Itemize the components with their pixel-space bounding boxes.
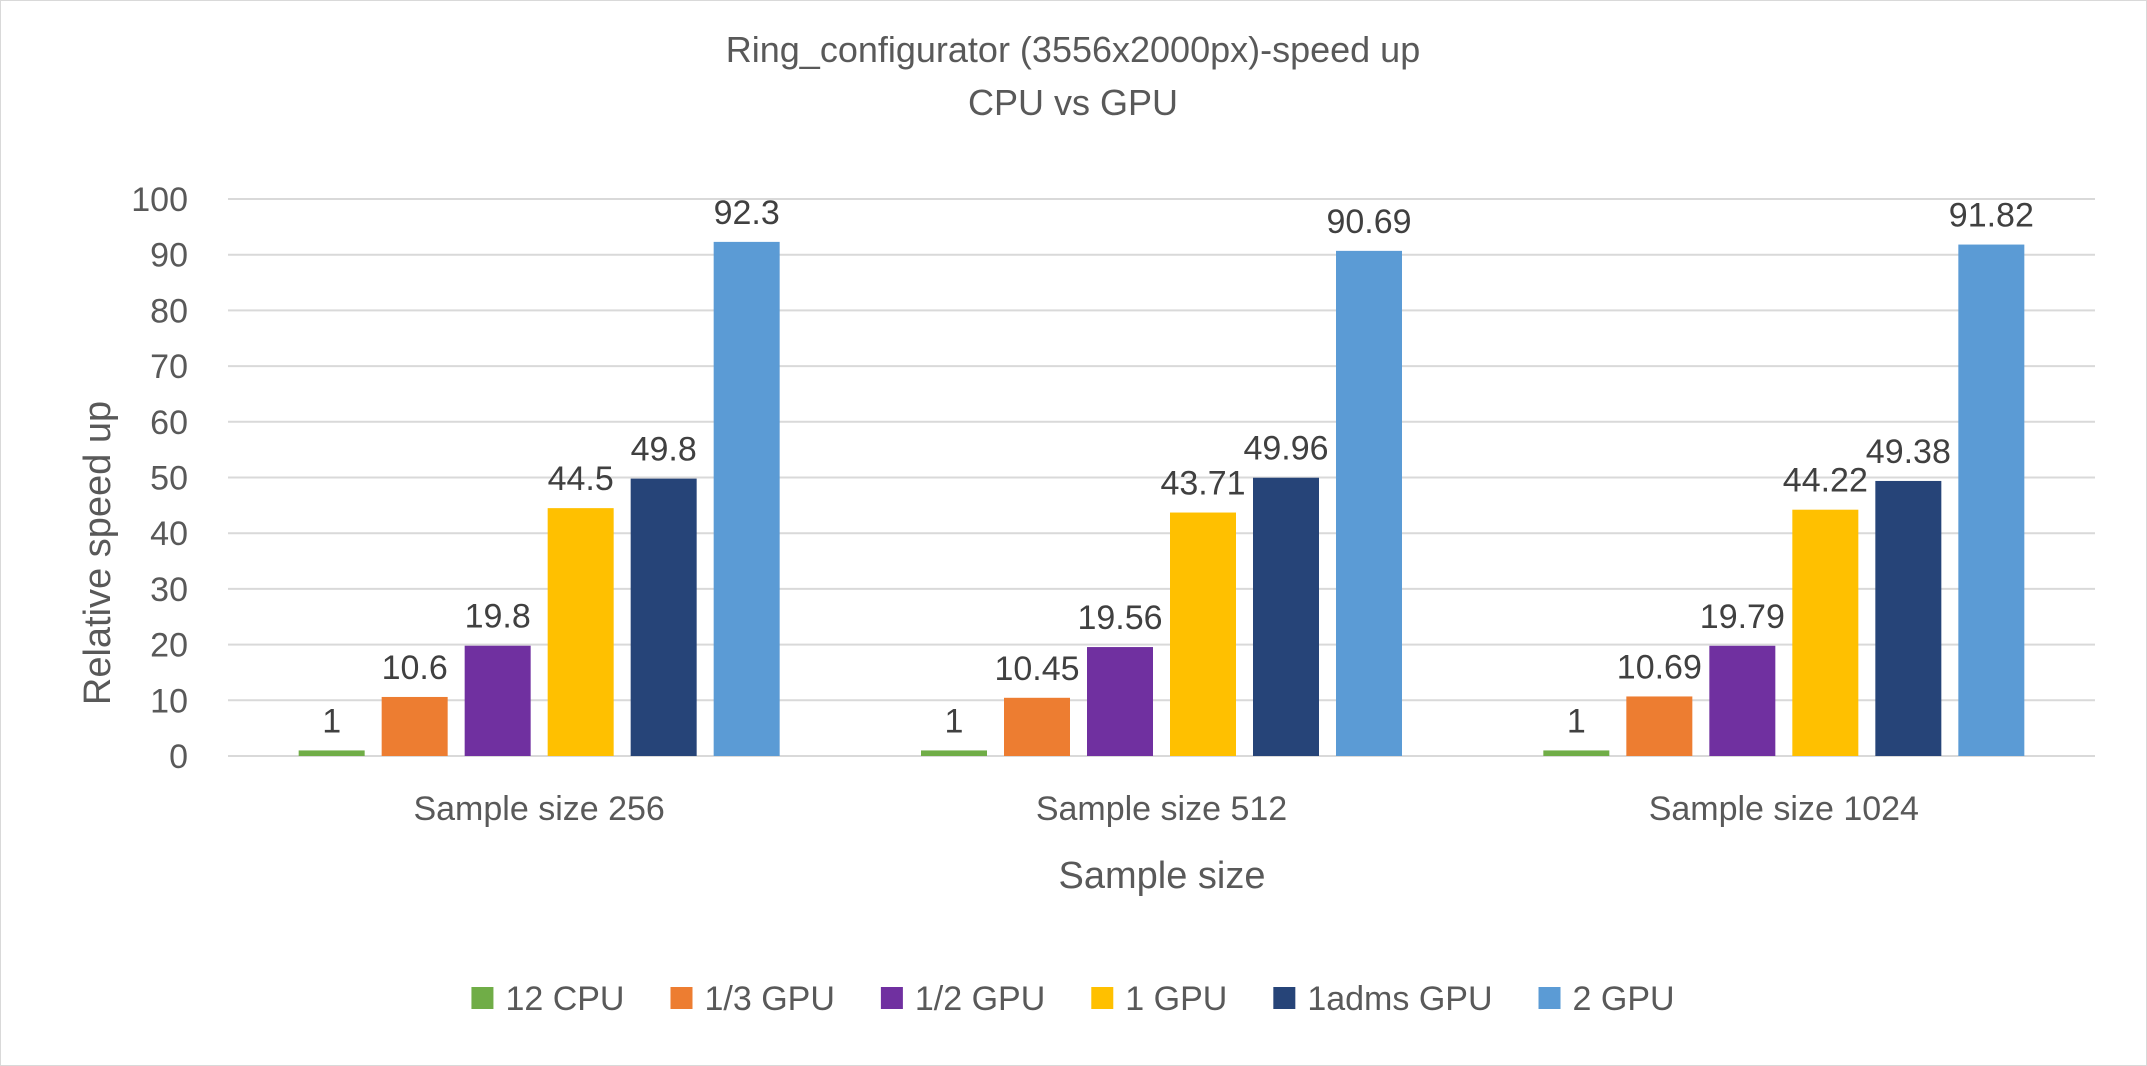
x-axis-title: Sample size — [1059, 855, 1266, 897]
y-tick-label: 30 — [150, 571, 188, 609]
y-tick-label: 60 — [150, 404, 188, 442]
data-label: 1 — [322, 702, 341, 740]
legend-label: 2 GPU — [1573, 980, 1675, 1018]
x-axis-ticks: Sample size 256 Sample size 512 Sample siz… — [413, 790, 1918, 828]
bar — [381, 696, 448, 756]
legend-swatch — [1273, 987, 1296, 1009]
legend-label: 1/3 GPU — [705, 980, 835, 1018]
y-axis-title: Relative speed up — [77, 401, 119, 705]
bar — [1004, 697, 1070, 756]
data-label: 10.6 — [382, 649, 448, 687]
bar — [1709, 645, 1776, 756]
bar — [1626, 696, 1693, 756]
legend-label: 1adms GPU — [1307, 980, 1492, 1018]
bar — [464, 645, 531, 756]
y-tick-label: 90 — [150, 237, 188, 275]
bar — [630, 478, 697, 756]
legend: 12 CPU 1/3 GPU 1/2 GPU 1 GPU 1adms GPU 2 GPU — [471, 980, 1675, 1018]
legend-swatch — [1091, 987, 1114, 1009]
x-tick-label: Sample size 512 — [1036, 790, 1287, 828]
y-tick-label: 20 — [150, 627, 188, 665]
data-label: 49.96 — [1243, 430, 1328, 468]
y-tick-label: 50 — [150, 460, 188, 498]
y-axis-ticks: 0 10 20 30 40 50 60 70 80 90 100 — [131, 181, 188, 776]
bars — [298, 241, 2025, 757]
bar — [1543, 750, 1610, 756]
y-tick-label: 0 — [169, 738, 188, 776]
y-tick-label: 100 — [131, 181, 188, 219]
bar — [547, 508, 614, 756]
y-tick-label: 40 — [150, 515, 188, 553]
y-tick-label: 10 — [150, 682, 188, 720]
bar — [298, 750, 365, 756]
gridlines — [228, 198, 2095, 757]
data-label: 1 — [1567, 702, 1586, 740]
bar — [1087, 647, 1153, 756]
data-label: 1 — [945, 702, 964, 740]
legend-swatch — [471, 987, 494, 1009]
x-tick-label: Sample size 1024 — [1649, 790, 1919, 828]
chart-title: Ring_configurator (3556x2000px)-speed up — [726, 29, 1420, 70]
legend-label: 1/2 GPU — [915, 980, 1045, 1018]
legend-swatch — [670, 987, 693, 1009]
bar — [921, 750, 987, 756]
legend-swatch — [1538, 987, 1561, 1009]
y-tick-label: 70 — [150, 348, 188, 386]
legend-swatch — [880, 987, 903, 1009]
data-label: 10.69 — [1617, 648, 1702, 686]
data-label: 92.3 — [714, 194, 780, 232]
bar — [1253, 477, 1319, 756]
y-tick-label: 80 — [150, 292, 188, 330]
data-label: 49.8 — [631, 431, 697, 469]
x-tick-label: Sample size 256 — [413, 790, 664, 828]
data-label: 90.69 — [1326, 203, 1411, 241]
bar — [1875, 480, 1942, 756]
legend-label: 12 CPU — [505, 980, 624, 1018]
data-label: 19.79 — [1700, 598, 1785, 636]
bar — [713, 241, 780, 756]
bar — [1336, 250, 1402, 757]
legend-label: 1 GPU — [1125, 980, 1227, 1018]
data-label: 19.8 — [465, 598, 531, 636]
data-label: 44.22 — [1783, 462, 1868, 500]
data-label: 49.38 — [1866, 433, 1951, 471]
bar — [1958, 244, 2025, 756]
bar — [1792, 509, 1859, 756]
data-label: 10.45 — [994, 650, 1079, 688]
data-label: 44.5 — [548, 460, 614, 498]
data-label: 91.82 — [1949, 197, 2034, 235]
chart-subtitle: CPU vs GPU — [968, 82, 1178, 123]
data-labels: 110.619.844.549.892.3110.4519.5643.7149.… — [322, 194, 2034, 741]
data-label: 19.56 — [1077, 599, 1162, 637]
bar — [1170, 512, 1236, 756]
data-label: 43.71 — [1160, 465, 1245, 503]
